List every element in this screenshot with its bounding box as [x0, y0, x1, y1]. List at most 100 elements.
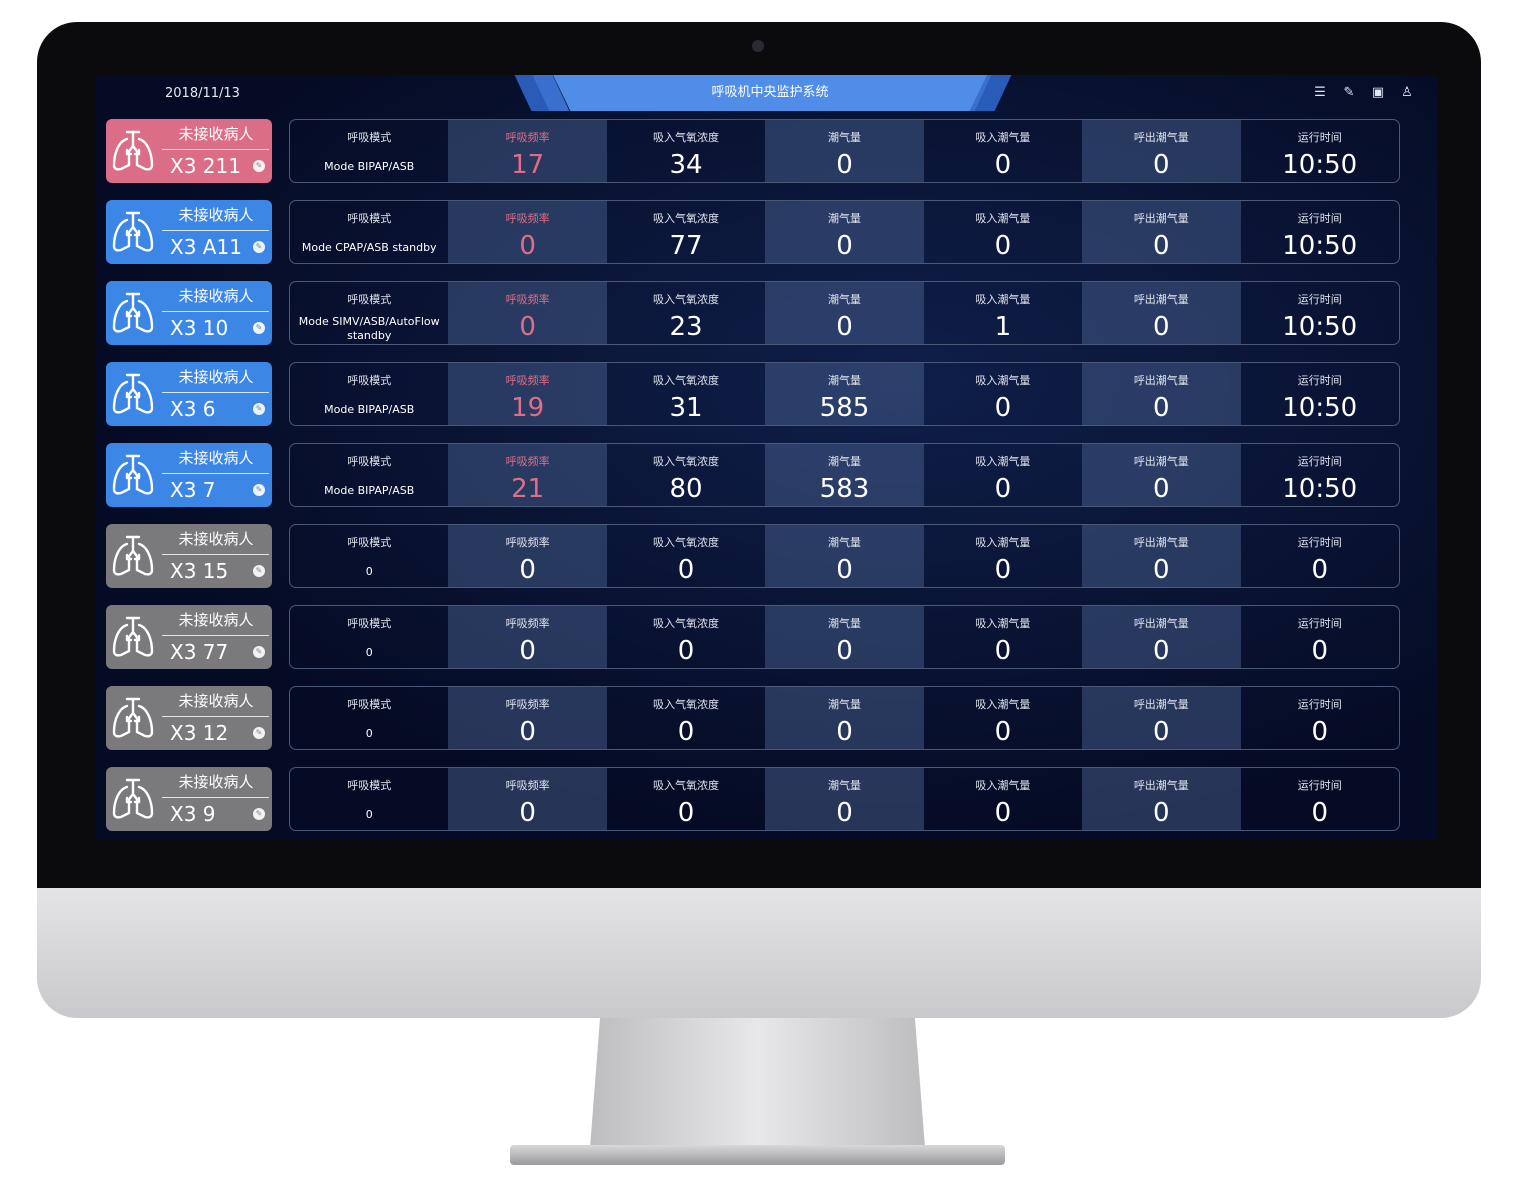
cell-mode: 呼吸模式 Mode CPAP/ASB standby [290, 201, 448, 263]
bed-number: X3 6 [170, 397, 216, 421]
edit-icon[interactable]: ✎ [253, 646, 265, 658]
bed-card[interactable]: 未接收病人 X3 77 ✎ [106, 605, 272, 669]
metric-value: 0 [1153, 150, 1170, 180]
app-screen: 2018/11/13 呼吸机中央监护系统 ☰ ✎ ▣ ♙ 未接收病人 X3 21… [95, 75, 1437, 840]
label: 呼出潮气量 [1133, 698, 1189, 711]
label: 潮气量 [827, 536, 861, 549]
data-panel: 呼吸模式 Mode BIPAP/ASB 呼吸频率 21 吸入气氧浓度 80 潮气量 5… [289, 443, 1400, 507]
label: 运行时间 [1297, 374, 1342, 387]
cell-metric: 吸入气氧浓度 0 [607, 768, 765, 830]
label: 呼吸频率 [505, 293, 550, 306]
edit-icon[interactable]: ✎ [253, 160, 265, 172]
metric-value: 10:50 [1282, 474, 1358, 504]
cell-mode: 呼吸模式 0 [290, 525, 448, 587]
metric-value: 0 [1153, 231, 1170, 261]
date: 2018/11/13 [165, 86, 240, 101]
mode-value: 0 [365, 646, 373, 659]
edit-icon[interactable]: ✎ [253, 727, 265, 739]
label: 吸入潮气量 [975, 698, 1031, 711]
cell-metric: 吸入气氧浓度 23 [607, 282, 765, 344]
cell-metric: 呼吸频率 21 [448, 444, 607, 506]
cell-mode: 呼吸模式 Mode BIPAP/ASB [290, 120, 448, 182]
metric-value: 0 [836, 798, 853, 828]
menu-list-icon[interactable]: ☰ [1314, 85, 1326, 100]
ventilator-row: 未接收病人 X3 10 ✎ 呼吸模式 Mode SIMV/ASB/AutoFlo… [106, 281, 1400, 345]
layout-icon[interactable]: ▣ [1371, 85, 1385, 100]
toolbar: ☰ ✎ ▣ ♙ [1312, 85, 1415, 101]
metric-value: 80 [669, 474, 703, 504]
label: 呼吸模式 [347, 536, 392, 549]
lungs-icon [112, 210, 154, 254]
metric-value: 34 [669, 150, 703, 180]
cell-metric: 呼吸频率 0 [448, 606, 607, 668]
metric-value: 0 [1153, 555, 1170, 585]
cell-metric: 吸入潮气量 0 [924, 363, 1082, 425]
label: 吸入潮气量 [975, 131, 1031, 144]
cell-metric: 吸入潮气量 0 [924, 525, 1082, 587]
label: 呼吸模式 [347, 293, 392, 306]
label: 吸入潮气量 [975, 779, 1031, 792]
lungs-icon [112, 534, 154, 578]
bed-card[interactable]: 未接收病人 X3 12 ✎ [106, 686, 272, 750]
patient-status: 未接收病人 [178, 530, 254, 548]
bed-number: X3 12 [170, 721, 229, 745]
metric-value: 0 [994, 393, 1012, 423]
label: 吸入气氧浓度 [653, 131, 720, 144]
edit-icon[interactable]: ✎ [253, 403, 265, 415]
lungs-icon [112, 777, 154, 821]
bed-card[interactable]: 未接收病人 X3 10 ✎ [106, 281, 272, 345]
cell-metric: 呼吸频率 0 [448, 282, 607, 344]
user-icon[interactable]: ♙ [1401, 85, 1413, 100]
edit-icon[interactable]: ✎ [1343, 85, 1355, 100]
bed-number: X3 211 [170, 154, 241, 178]
cell-metric: 呼出潮气量 0 [1082, 768, 1241, 830]
edit-icon[interactable]: ✎ [253, 241, 265, 253]
cell-metric: 运行时间 10:50 [1241, 201, 1399, 263]
cell-metric: 运行时间 10:50 [1241, 444, 1399, 506]
patient-status: 未接收病人 [178, 773, 254, 791]
patient-status: 未接收病人 [178, 449, 254, 467]
metric-value: 0 [994, 636, 1012, 666]
label: 潮气量 [827, 617, 861, 630]
bed-card[interactable]: 未接收病人 X3 15 ✎ [106, 524, 272, 588]
label: 运行时间 [1297, 698, 1342, 711]
cell-metric: 潮气量 0 [765, 282, 924, 344]
label: 吸入潮气量 [975, 374, 1031, 387]
metric-value: 0 [519, 555, 536, 585]
edit-icon[interactable]: ✎ [253, 322, 265, 334]
patient-status: 未接收病人 [178, 125, 254, 143]
label: 呼吸频率 [505, 698, 550, 711]
cell-metric: 呼出潮气量 0 [1082, 687, 1241, 749]
bed-card[interactable]: 未接收病人 X3 211 ✎ [106, 119, 272, 183]
cell-metric: 运行时间 10:50 [1241, 363, 1399, 425]
edit-icon[interactable]: ✎ [253, 808, 265, 820]
cell-metric: 吸入潮气量 0 [924, 606, 1082, 668]
cell-metric: 潮气量 585 [765, 363, 924, 425]
bed-card[interactable]: 未接收病人 X3 6 ✎ [106, 362, 272, 426]
metric-value: 0 [994, 231, 1012, 261]
edit-icon[interactable]: ✎ [253, 565, 265, 577]
patient-status: 未接收病人 [178, 692, 254, 710]
label: 呼吸模式 [347, 617, 392, 630]
metric-value: 10:50 [1282, 231, 1358, 261]
divider [162, 311, 269, 312]
divider [162, 797, 269, 798]
divider [162, 554, 269, 555]
label: 吸入潮气量 [975, 293, 1031, 306]
divider [162, 230, 269, 231]
lungs-icon [112, 129, 154, 173]
metric-value: 0 [994, 150, 1012, 180]
metric-value: 0 [1153, 474, 1170, 504]
bed-card[interactable]: 未接收病人 X3 7 ✎ [106, 443, 272, 507]
mode-value: Mode BIPAP/ASB [324, 403, 415, 416]
bed-card[interactable]: 未接收病人 X3 A11 ✎ [106, 200, 272, 264]
cell-metric: 运行时间 0 [1241, 525, 1399, 587]
ventilator-row: 未接收病人 X3 7 ✎ 呼吸模式 Mode BIPAP/ASB 呼吸频率 21 吸… [106, 443, 1400, 507]
cell-metric: 呼吸频率 0 [448, 687, 607, 749]
label: 吸入气氧浓度 [653, 212, 720, 225]
metric-value: 0 [1153, 717, 1170, 747]
bed-card[interactable]: 未接收病人 X3 9 ✎ [106, 767, 272, 831]
edit-icon[interactable]: ✎ [253, 484, 265, 496]
